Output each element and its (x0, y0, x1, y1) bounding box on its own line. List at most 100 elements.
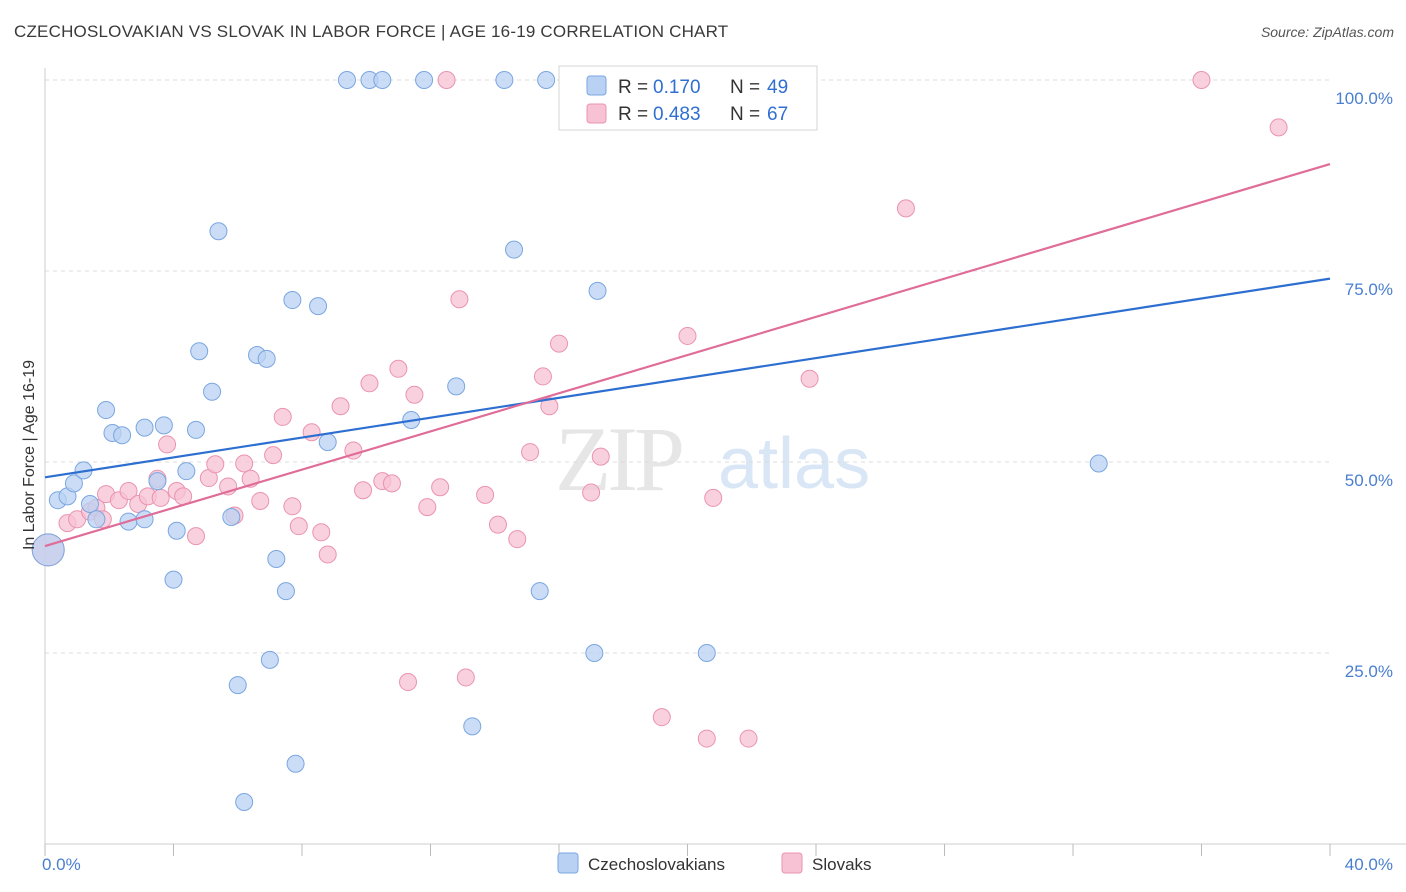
y-tick-75: 75.0% (1345, 280, 1393, 299)
stats-legend: R = 0.170 N = 49 R = 0.483 N = 67 (558, 65, 818, 131)
y-tick-50: 50.0% (1345, 471, 1393, 490)
slovaks-point-25 (273, 407, 292, 426)
slovaks-point-61 (739, 729, 758, 748)
czechoslovakians-point-36 (373, 71, 392, 89)
slovaks-point-39 (405, 385, 424, 404)
legend-r-value-2: 0.483 (653, 104, 701, 125)
legend-swatch-blue (586, 75, 607, 96)
czechoslovakians-point-28 (267, 550, 286, 569)
czechoslovakians-point-3 (64, 474, 83, 493)
czechoslovakians-point-20 (203, 382, 222, 401)
slovaks-point-33 (354, 481, 373, 500)
czechoslovakians-point-45 (585, 644, 604, 662)
legend-r-label-2: R = (618, 104, 648, 125)
czechoslovakians-point-32 (309, 297, 328, 316)
legend-n-value-2: 67 (767, 104, 788, 125)
czechoslovakians-point-41 (495, 71, 514, 89)
slovaks-point-64 (896, 199, 915, 218)
trend-lines (44, 162, 1331, 548)
legend-r-value-1: 0.170 (653, 77, 701, 98)
slovaks-point-31 (331, 397, 350, 416)
czechoslovakians-point-33 (318, 433, 337, 452)
x-tick-max: 40.0% (1345, 855, 1393, 874)
bottom-legend-label-blue: Czechoslovakians (588, 855, 725, 874)
slovaks-point-12 (151, 488, 170, 507)
x-tick-min: 0.0% (42, 855, 81, 874)
axes (44, 68, 1406, 856)
slovaks-point-8 (119, 482, 138, 501)
czechoslovakians-point-21 (209, 222, 228, 241)
czechoslovakians-point-30 (283, 291, 302, 310)
slovaks-point-42 (437, 71, 456, 89)
slovaks-point-66 (1269, 118, 1288, 137)
czechoslovakians-point-47 (697, 644, 716, 662)
slovaks-point-23 (251, 491, 270, 510)
bottom-legend-label-pink: Slovaks (812, 855, 872, 874)
czechoslovakians-point-38 (415, 71, 434, 89)
slovaks-point-49 (533, 367, 552, 386)
slovaks-point-26 (283, 497, 302, 516)
y-axis-title: In Labor Force | Age 16-19 (21, 360, 38, 550)
source-label: Source: ZipAtlas.com (1260, 24, 1394, 40)
slovaks-point-55 (591, 447, 610, 466)
slovaks-point-36 (382, 474, 401, 493)
legend-n-value-1: 49 (767, 77, 788, 98)
czechoslovakians-point-42 (505, 240, 524, 259)
slovaks-point-18 (206, 455, 225, 474)
slovaks-point-47 (508, 530, 527, 549)
czechoslovakians-trend-line (44, 277, 1331, 479)
czechoslovakians-series (31, 71, 1108, 811)
czechoslovakians-point-16 (167, 521, 186, 540)
czechoslovakians-point-15 (164, 570, 183, 589)
legend-r-label-1: R = (618, 77, 648, 98)
slovaks-point-28 (302, 423, 321, 442)
slovaks-point-50 (540, 397, 559, 416)
slovaks-point-44 (456, 668, 475, 687)
czechoslovakians-point-12 (135, 418, 154, 437)
grid-lines (45, 79, 1330, 654)
czechoslovakians-point-9 (113, 426, 132, 445)
slovaks-point-51 (550, 334, 568, 353)
legend-n-label-1: N = (730, 77, 760, 98)
czechoslovakians-point-31 (286, 754, 305, 773)
czechoslovakians-point-39 (447, 377, 466, 396)
czechoslovakians-point-13 (148, 472, 167, 491)
czechoslovakians-point-40 (463, 717, 482, 736)
slovaks-point-48 (521, 443, 540, 462)
czechoslovakians-point-5 (80, 495, 99, 514)
slovaks-point-16 (186, 527, 205, 546)
czechoslovakians-point-46 (588, 281, 607, 300)
czechoslovakians-point-26 (257, 349, 276, 368)
slovaks-point-59 (704, 488, 723, 507)
bottom-legend-swatch-pink (781, 852, 803, 874)
slovaks-point-54 (582, 483, 601, 502)
chart-title: CZECHOSLOVAKIAN VS SLOVAK IN LABOR FORCE… (14, 22, 729, 41)
slovaks-point-46 (488, 515, 507, 534)
czechoslovakians-point-29 (276, 582, 295, 601)
czechoslovakians-point-23 (228, 676, 247, 695)
czechoslovakians-point-48 (1089, 454, 1108, 473)
czechoslovakians-point-34 (337, 71, 356, 89)
slovaks-point-34 (360, 374, 379, 393)
czechoslovakians-point-6 (87, 510, 106, 529)
slovaks-point-13 (158, 435, 177, 454)
czechoslovakians-point-14 (154, 416, 173, 435)
slovaks-point-30 (318, 545, 337, 564)
watermark-zip: ZIP (555, 408, 682, 510)
slovaks-trend-line (44, 162, 1331, 548)
slovaks-point-37 (389, 359, 408, 378)
slovaks-point-41 (431, 478, 450, 497)
czechoslovakians-point-7 (97, 401, 116, 420)
watermark-atlas: atlas (718, 424, 870, 504)
czechoslovakians-point-27 (260, 650, 279, 669)
slovaks-point-65 (1192, 71, 1211, 89)
slovaks-point-43 (450, 290, 469, 309)
czechoslovakians-point-17 (177, 462, 196, 481)
slovaks-point-40 (418, 498, 437, 517)
czechoslovakians-point-24 (235, 792, 254, 811)
czechoslovakians-point-22 (222, 508, 241, 527)
slovaks-point-56 (652, 708, 671, 727)
series-legend: Czechoslovakians Slovaks (557, 852, 872, 874)
legend-swatch-pink (586, 103, 607, 124)
